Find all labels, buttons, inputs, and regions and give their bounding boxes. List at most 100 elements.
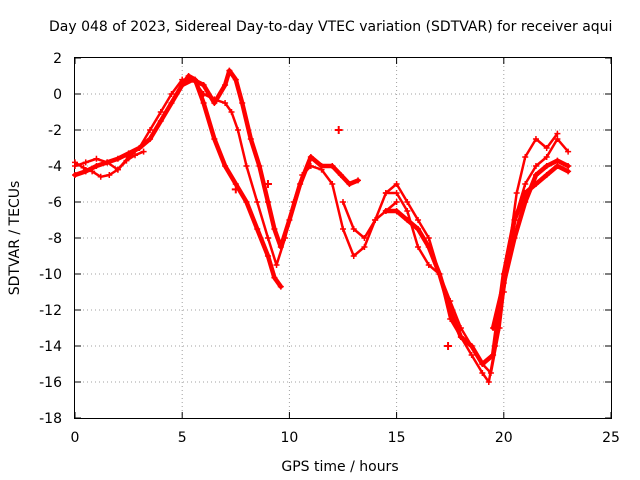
data-point xyxy=(168,91,175,97)
grid-layer xyxy=(75,58,611,418)
data-point xyxy=(404,217,411,223)
data-point xyxy=(168,100,175,106)
outlier-point xyxy=(444,342,453,350)
data-point xyxy=(554,130,561,137)
data-point xyxy=(457,334,464,340)
data-point xyxy=(382,208,389,214)
x-tick-label: 15 xyxy=(388,430,406,446)
y-tick-label: -2 xyxy=(48,123,62,139)
data-point xyxy=(468,352,475,358)
data-point xyxy=(532,163,539,169)
y-axis-label: SDTVAR / TECUs xyxy=(7,181,23,296)
data-point xyxy=(393,181,400,187)
x-tick-label: 10 xyxy=(280,430,298,446)
data-point xyxy=(114,166,121,173)
data-point xyxy=(355,177,362,184)
data-point xyxy=(140,148,147,155)
data-point xyxy=(543,145,550,151)
data-point xyxy=(340,226,346,232)
data-point xyxy=(543,163,550,169)
data-point xyxy=(479,370,486,376)
x-tick-label: 25 xyxy=(602,430,620,446)
x-tick-label: 20 xyxy=(495,430,513,446)
y-tick-label: -12 xyxy=(39,303,62,319)
data-point xyxy=(496,325,503,331)
data-point xyxy=(479,361,486,367)
data-point xyxy=(361,235,368,241)
data-point xyxy=(72,172,78,178)
data-point xyxy=(89,168,96,175)
outlier-point xyxy=(334,126,343,134)
data-point xyxy=(382,190,389,196)
data-point xyxy=(264,235,271,241)
data-point xyxy=(522,154,529,160)
data-point xyxy=(329,181,336,187)
data-point xyxy=(234,127,241,133)
data-point xyxy=(226,67,233,74)
data-point xyxy=(393,199,400,205)
data-point xyxy=(239,100,246,106)
data-point xyxy=(222,82,229,88)
data-point xyxy=(286,217,293,223)
data-point xyxy=(415,244,422,250)
data-point xyxy=(425,262,432,268)
data-point xyxy=(147,127,154,133)
plot-frame xyxy=(74,57,612,419)
data-point xyxy=(565,148,572,155)
data-point xyxy=(189,76,196,83)
data-point xyxy=(554,157,561,164)
data-point xyxy=(243,163,250,169)
outlier-point xyxy=(231,185,240,194)
data-point xyxy=(200,91,207,97)
data-point xyxy=(104,159,111,166)
data-point xyxy=(211,100,218,106)
x-tick-label: 5 xyxy=(178,430,187,446)
series-track-2 xyxy=(73,78,398,267)
data-point xyxy=(72,159,78,166)
data-point xyxy=(114,155,121,162)
data-point xyxy=(185,73,192,79)
data-point xyxy=(522,181,529,187)
outlier-point xyxy=(263,180,272,188)
data-point xyxy=(222,100,229,106)
data-point xyxy=(393,190,400,196)
data-point xyxy=(264,199,271,205)
data-point xyxy=(511,235,518,241)
data-point xyxy=(404,208,411,214)
y-tick-label: -16 xyxy=(39,375,62,391)
data-point xyxy=(157,109,164,115)
data-point xyxy=(93,163,100,169)
series-track-6 xyxy=(384,132,559,375)
data-point xyxy=(157,118,164,124)
x-axis-label: GPS time / hours xyxy=(281,459,398,475)
data-point xyxy=(179,76,186,83)
data-point xyxy=(93,155,100,162)
data-point xyxy=(329,163,336,169)
data-point xyxy=(243,199,250,205)
series-track-3 xyxy=(179,68,361,250)
data-point xyxy=(271,226,278,232)
data-point xyxy=(500,280,507,286)
y-tick-label: 0 xyxy=(53,87,62,103)
data-point xyxy=(277,244,284,250)
data-point xyxy=(346,181,353,187)
data-point xyxy=(211,136,218,142)
data-point xyxy=(554,136,561,142)
data-point xyxy=(513,190,520,196)
data-point xyxy=(532,136,539,142)
y-tick-label: -14 xyxy=(39,339,62,355)
data-point xyxy=(200,100,207,106)
series-layer xyxy=(72,67,572,385)
data-point xyxy=(522,199,529,205)
data-point xyxy=(372,217,379,223)
y-tick-label: -18 xyxy=(39,411,62,427)
y-tick-label: -10 xyxy=(39,267,62,283)
data-point xyxy=(256,163,263,169)
data-point xyxy=(565,168,572,175)
data-point xyxy=(415,226,422,232)
data-point xyxy=(532,172,539,178)
data-point xyxy=(337,172,344,178)
data-point xyxy=(97,173,104,180)
